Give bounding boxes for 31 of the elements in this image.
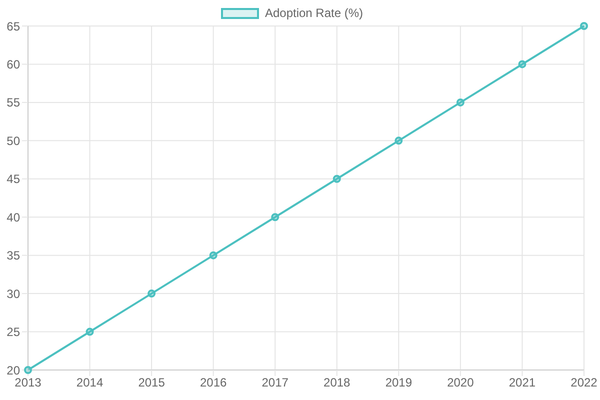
x-tick-label: 2014	[76, 376, 104, 390]
y-tick-label: 55	[6, 96, 20, 110]
point	[580, 22, 588, 30]
legend-label: Adoption Rate (%)	[264, 6, 364, 20]
y-tick-label: 60	[6, 57, 20, 72]
y-tick-label: 35	[6, 248, 20, 263]
point	[394, 136, 403, 145]
point	[456, 98, 464, 106]
x-tick-label: 2015	[138, 376, 166, 390]
x-tick-label: 2017	[262, 376, 289, 390]
y-tick-label: 45	[6, 172, 20, 186]
y-tick-label: 65	[6, 19, 20, 34]
y-tick-label: 40	[6, 210, 20, 224]
y-tick-label: 50	[6, 134, 20, 148]
x-tick-label: 2018	[324, 376, 351, 390]
y-tick-label: 25	[6, 325, 20, 340]
point	[271, 213, 280, 222]
x-tick-label: 2019	[385, 376, 412, 390]
y-tick-label: 20	[6, 363, 20, 378]
point	[24, 366, 32, 374]
point	[209, 251, 218, 260]
point	[86, 328, 94, 336]
x-tick-label: 2020	[447, 376, 474, 390]
point	[518, 60, 526, 68]
x-tick-label: 2022	[570, 376, 598, 390]
x-tick-label: 2016	[200, 376, 228, 390]
point	[332, 174, 341, 183]
x-tick-label: 2021	[508, 376, 536, 390]
y-tick-label: 30	[6, 286, 20, 301]
x-tick-label: 2013	[14, 376, 42, 390]
point	[148, 290, 156, 298]
